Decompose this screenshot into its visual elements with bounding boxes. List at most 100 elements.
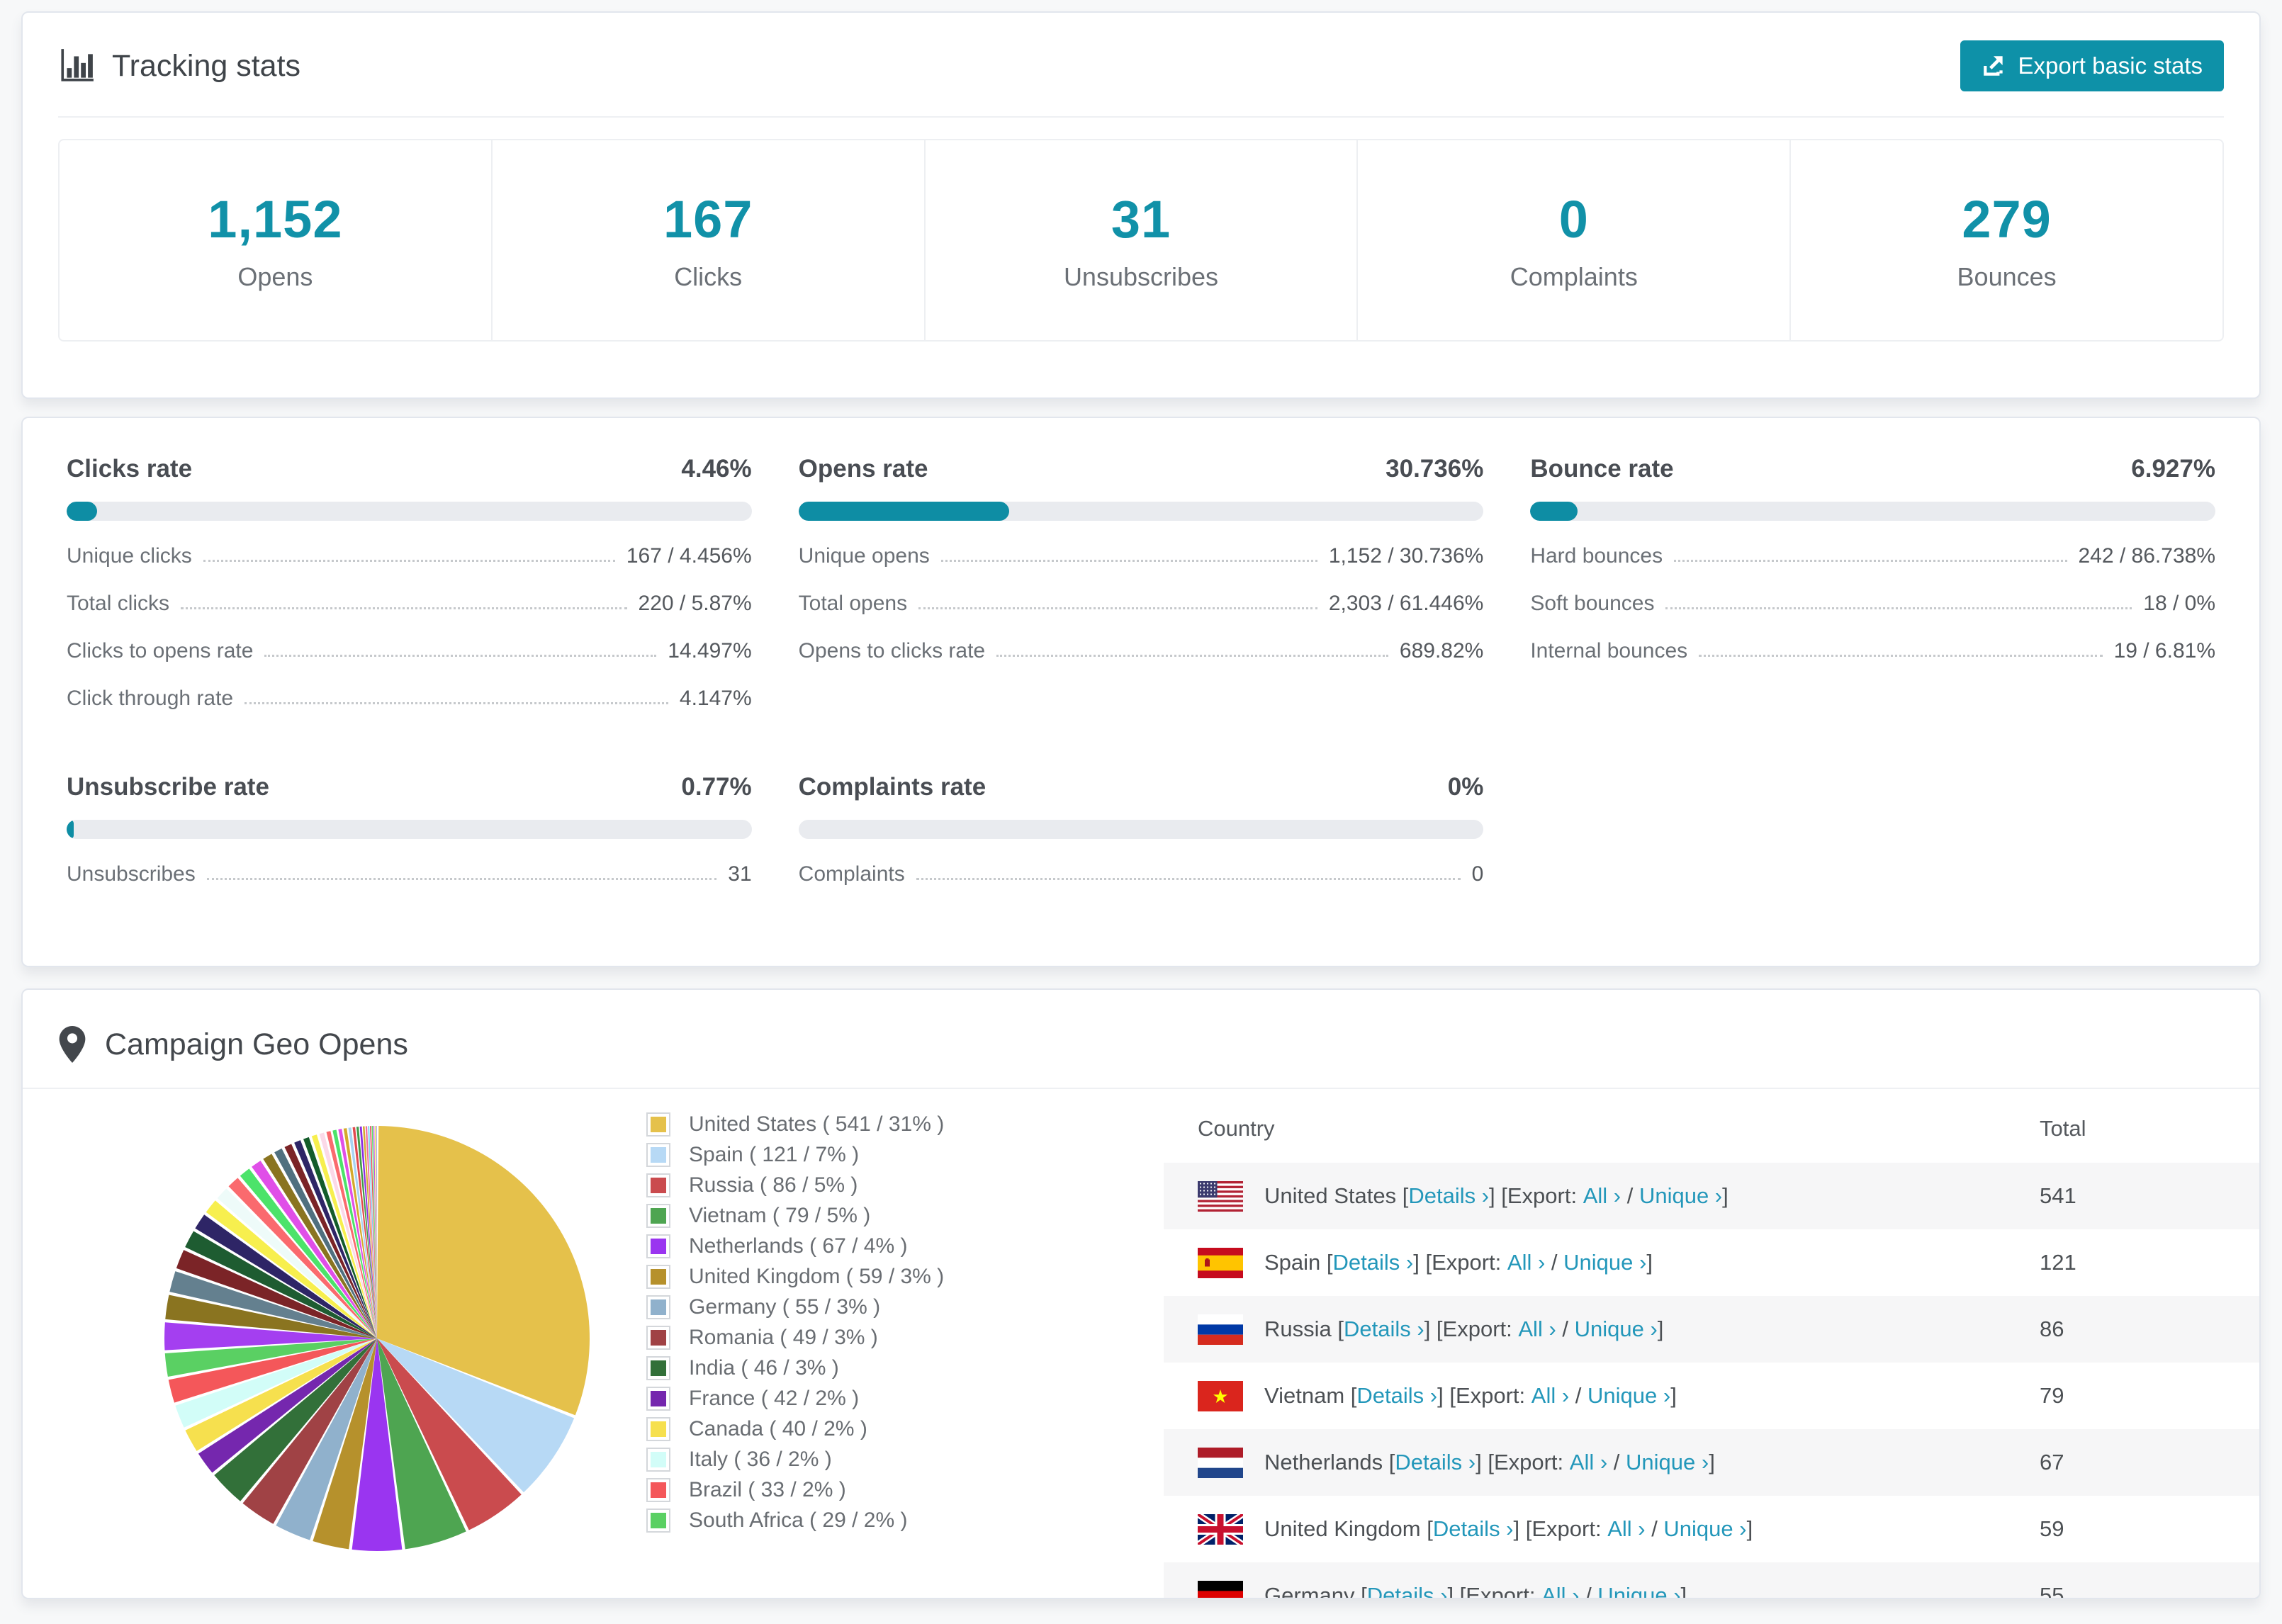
pie-slice-other[interactable] <box>284 1144 377 1338</box>
pie-slice-other[interactable] <box>263 1154 377 1338</box>
pie-slice-brazil[interactable] <box>168 1338 378 1403</box>
pie-slice-other[interactable] <box>185 1231 377 1339</box>
pie-slice-other[interactable] <box>169 1271 377 1338</box>
export-all-link[interactable]: All › <box>1531 1383 1570 1408</box>
rate-progress-fill <box>67 820 74 839</box>
pie-slice-other[interactable] <box>252 1161 377 1338</box>
pie-slice-south-africa[interactable] <box>164 1338 378 1377</box>
export-unique-link[interactable]: Unique › <box>1626 1450 1709 1474</box>
legend-swatch-color <box>651 1421 666 1437</box>
export-unique-link[interactable]: Unique › <box>1663 1516 1747 1541</box>
legend-item: India ( 46 / 3% ) <box>646 1353 1164 1383</box>
flag-icon-gb <box>1198 1513 1243 1545</box>
rate-progress-bar <box>67 820 752 839</box>
pie-slice-netherlands[interactable] <box>352 1338 403 1552</box>
pie-slice-other[interactable] <box>326 1131 377 1338</box>
legend-swatch <box>646 1508 670 1533</box>
rate-row-value: 19 / 6.81% <box>2113 639 2215 662</box>
export-all-link[interactable]: All › <box>1583 1183 1621 1208</box>
legend-label: India ( 46 / 3% ) <box>689 1355 839 1380</box>
pie-slice-united-states[interactable] <box>377 1126 590 1416</box>
pie-slice-united-kingdom[interactable] <box>313 1338 377 1550</box>
details-link[interactable]: Details › <box>1344 1316 1424 1341</box>
pie-slice-other[interactable] <box>303 1137 377 1338</box>
pie-slice-other[interactable] <box>195 1214 377 1338</box>
pie-slice-other[interactable] <box>348 1127 377 1338</box>
pie-slice-other[interactable] <box>294 1140 377 1338</box>
export-unique-link[interactable]: Unique › <box>1574 1316 1658 1341</box>
legend-swatch-color <box>651 1116 666 1132</box>
rate-row: Soft bounces 18 / 0% <box>1530 592 2215 616</box>
legend-item: Russia ( 86 / 5% ) <box>646 1170 1164 1200</box>
bracket: ] <box>1709 1450 1715 1474</box>
details-link[interactable]: Details › <box>1395 1450 1476 1474</box>
pie-slice-other[interactable] <box>359 1126 377 1338</box>
details-link[interactable]: Details › <box>1332 1250 1414 1275</box>
pie-slice-other[interactable] <box>352 1127 377 1338</box>
table-row: Netherlands [Details ›] [Export: All › /… <box>1164 1429 2259 1496</box>
pie-slice-other[interactable] <box>362 1126 377 1338</box>
pie-slice-other[interactable] <box>370 1126 377 1338</box>
pie-slice-other[interactable] <box>368 1126 377 1338</box>
pie-slice-other[interactable] <box>356 1127 377 1338</box>
pie-slice-france[interactable] <box>198 1338 377 1473</box>
separator: / <box>1569 1383 1588 1408</box>
details-link[interactable]: Details › <box>1432 1516 1514 1541</box>
pie-slice-other[interactable] <box>371 1126 377 1338</box>
pie-slice-spain[interactable] <box>377 1338 575 1493</box>
summary-stat-bounces: 279 Bounces <box>1789 140 2222 340</box>
pie-slice-germany[interactable] <box>276 1338 377 1540</box>
export-all-link[interactable]: All › <box>1607 1516 1646 1541</box>
legend-swatch-color <box>651 1207 666 1224</box>
pie-slice-canada[interactable] <box>185 1338 377 1451</box>
pie-slice-other[interactable] <box>319 1132 377 1338</box>
pie-slice-russia[interactable] <box>377 1338 522 1530</box>
rate-rows: Complaints 0 <box>799 862 1484 886</box>
pie-slice-other[interactable] <box>228 1178 377 1338</box>
bracket: ] [Export: <box>1447 1583 1542 1599</box>
export-all-link[interactable]: All › <box>1507 1250 1546 1275</box>
table-row: Vietnam [Details ›] [Export: All › / Uni… <box>1164 1363 2259 1429</box>
export-unique-link[interactable]: Unique › <box>1587 1383 1671 1408</box>
geo-opens-pie-chart[interactable] <box>149 1110 605 1567</box>
pie-slice-other[interactable] <box>176 1250 377 1338</box>
rate-row-label: Clicks to opens rate <box>67 639 254 662</box>
rate-row: Internal bounces 19 / 6.81% <box>1530 639 2215 663</box>
export-unique-link[interactable]: Unique › <box>1639 1183 1723 1208</box>
pie-slice-other[interactable] <box>332 1129 377 1338</box>
campaign-geo-opens-card: Campaign Geo Opens United States ( 541 /… <box>21 988 2261 1599</box>
details-link[interactable]: Details › <box>1366 1583 1448 1599</box>
rate-row: Unique opens 1,152 / 30.736% <box>799 544 1484 568</box>
rate-rows: Unique clicks 167 / 4.456% Total clicks 220… <box>67 544 752 711</box>
pie-slice-other[interactable] <box>274 1148 377 1338</box>
pie-slice-other[interactable] <box>311 1134 377 1338</box>
export-all-link[interactable]: All › <box>1541 1583 1580 1599</box>
export-all-link[interactable]: All › <box>1518 1316 1556 1341</box>
geo-body: United States ( 541 / 31% ) Spain ( 121 /… <box>23 1095 2259 1599</box>
pie-slice-other[interactable] <box>343 1128 377 1338</box>
details-link[interactable]: Details › <box>1356 1383 1438 1408</box>
pie-slice-other[interactable] <box>240 1168 377 1338</box>
pie-slice-other[interactable] <box>165 1295 378 1338</box>
export-basic-stats-button[interactable]: Export basic stats <box>1960 40 2224 91</box>
summary-stat-value: 167 <box>663 189 753 249</box>
pie-slice-other[interactable] <box>206 1200 377 1338</box>
rate-row-value: 14.497% <box>668 639 752 662</box>
export-unique-link[interactable]: Unique › <box>1597 1583 1681 1599</box>
pie-slice-other[interactable] <box>164 1322 377 1350</box>
legend-swatch-color <box>651 1360 666 1376</box>
pie-slice-india[interactable] <box>214 1338 377 1501</box>
pie-slice-other[interactable] <box>373 1126 377 1338</box>
country-cell: Spain [Details ›] [Export: All › / Uniqu… <box>1198 1247 2040 1278</box>
export-unique-link[interactable]: Unique › <box>1563 1250 1647 1275</box>
legend-item: United Kingdom ( 59 / 3% ) <box>646 1261 1164 1292</box>
pie-slice-italy[interactable] <box>175 1338 377 1428</box>
details-link[interactable]: Details › <box>1408 1183 1490 1208</box>
pie-slice-other[interactable] <box>217 1188 377 1338</box>
export-all-link[interactable]: All › <box>1569 1450 1608 1474</box>
legend-swatch <box>646 1142 670 1167</box>
pie-slice-other[interactable] <box>365 1126 377 1338</box>
pie-slice-romania[interactable] <box>242 1338 377 1524</box>
pie-slice-vietnam[interactable] <box>377 1338 466 1550</box>
pie-slice-other[interactable] <box>338 1129 377 1338</box>
